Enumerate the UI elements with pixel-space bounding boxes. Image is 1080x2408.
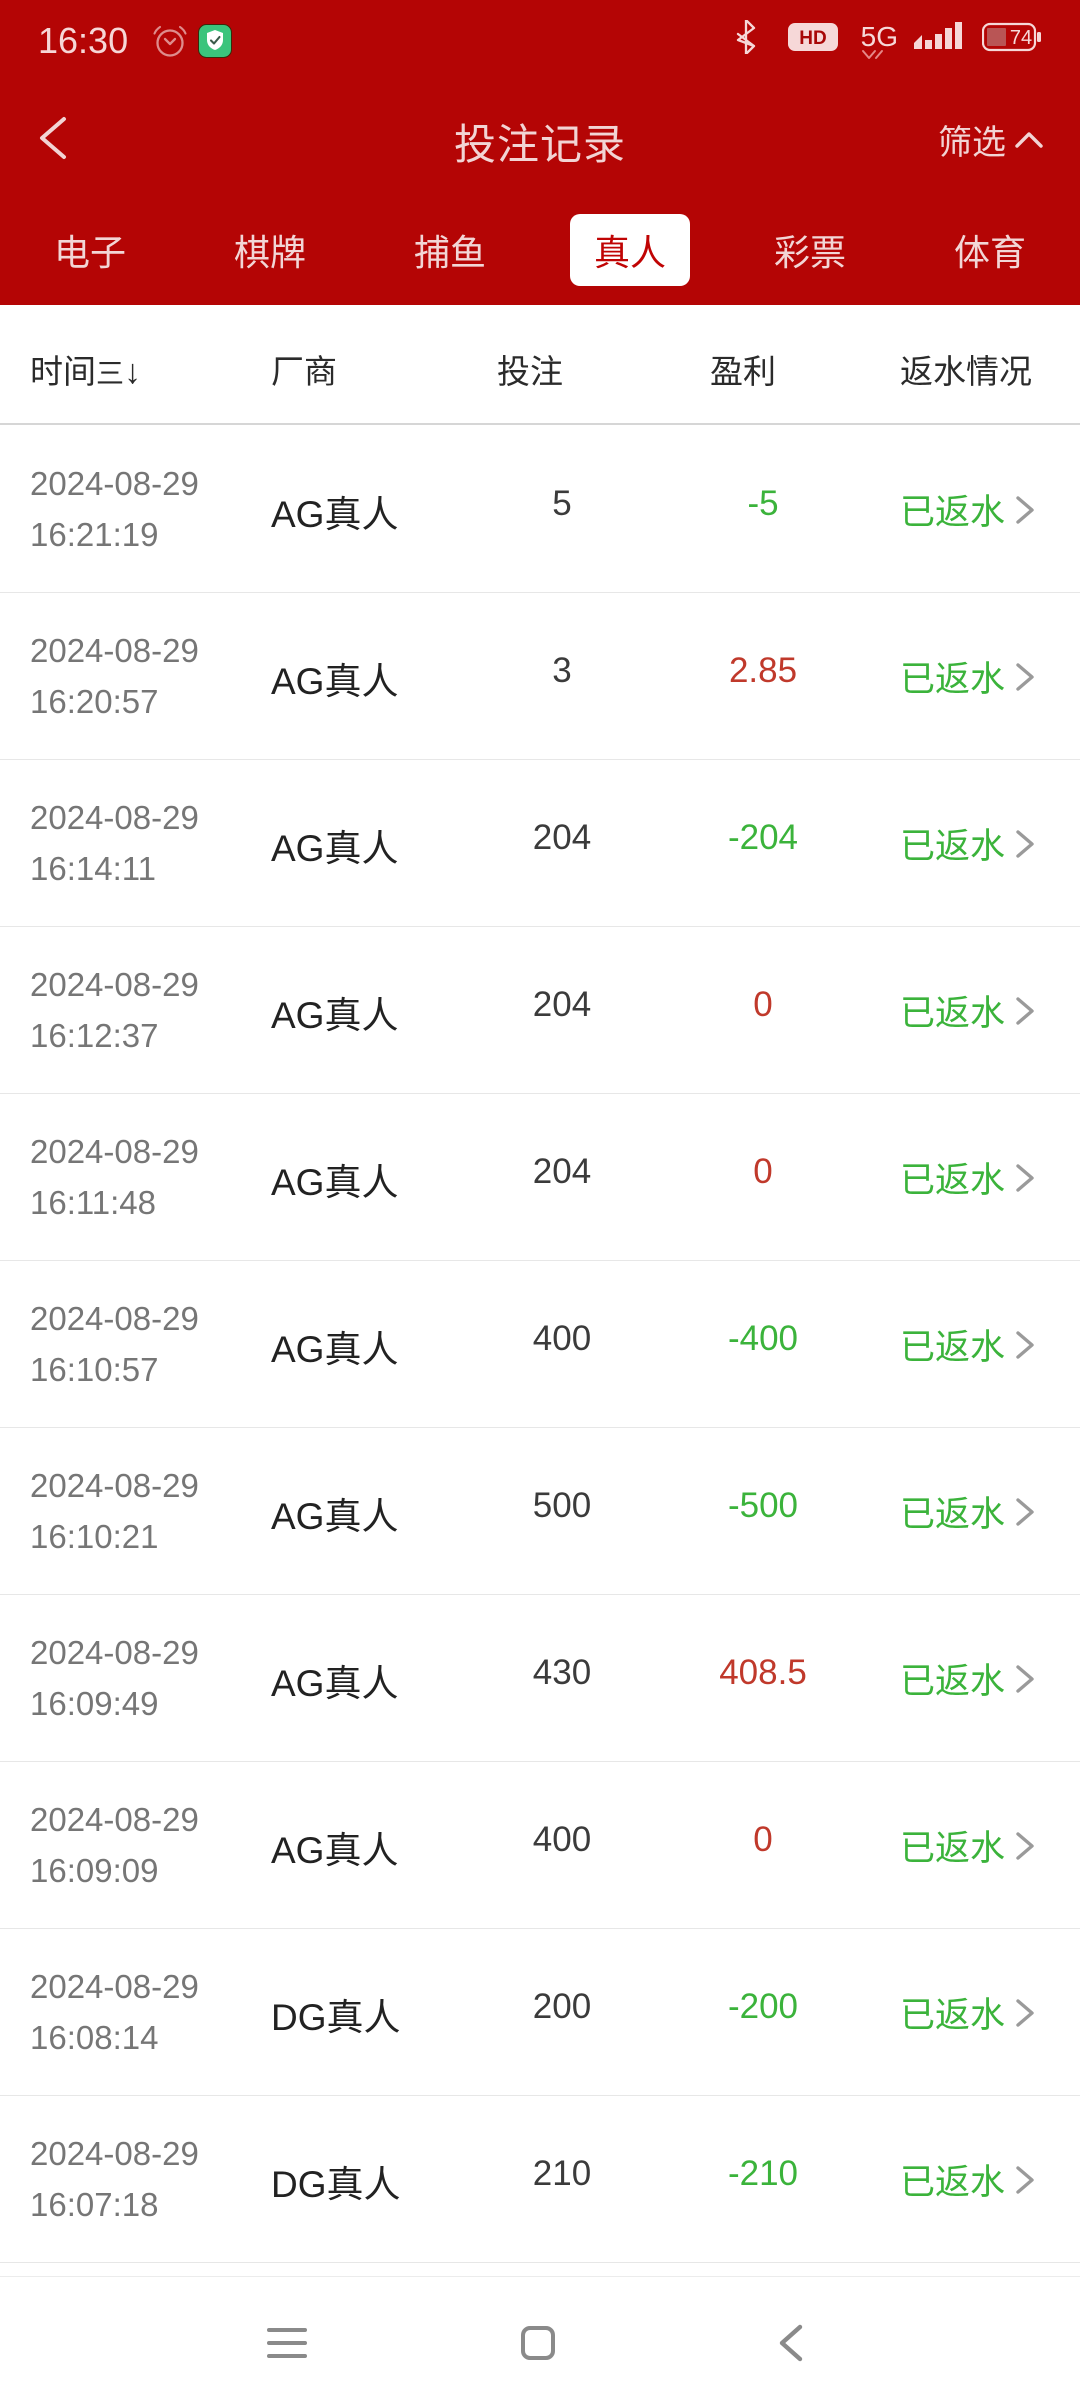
svg-text:74: 74 — [1010, 27, 1032, 49]
svg-text:HD: HD — [799, 28, 826, 49]
